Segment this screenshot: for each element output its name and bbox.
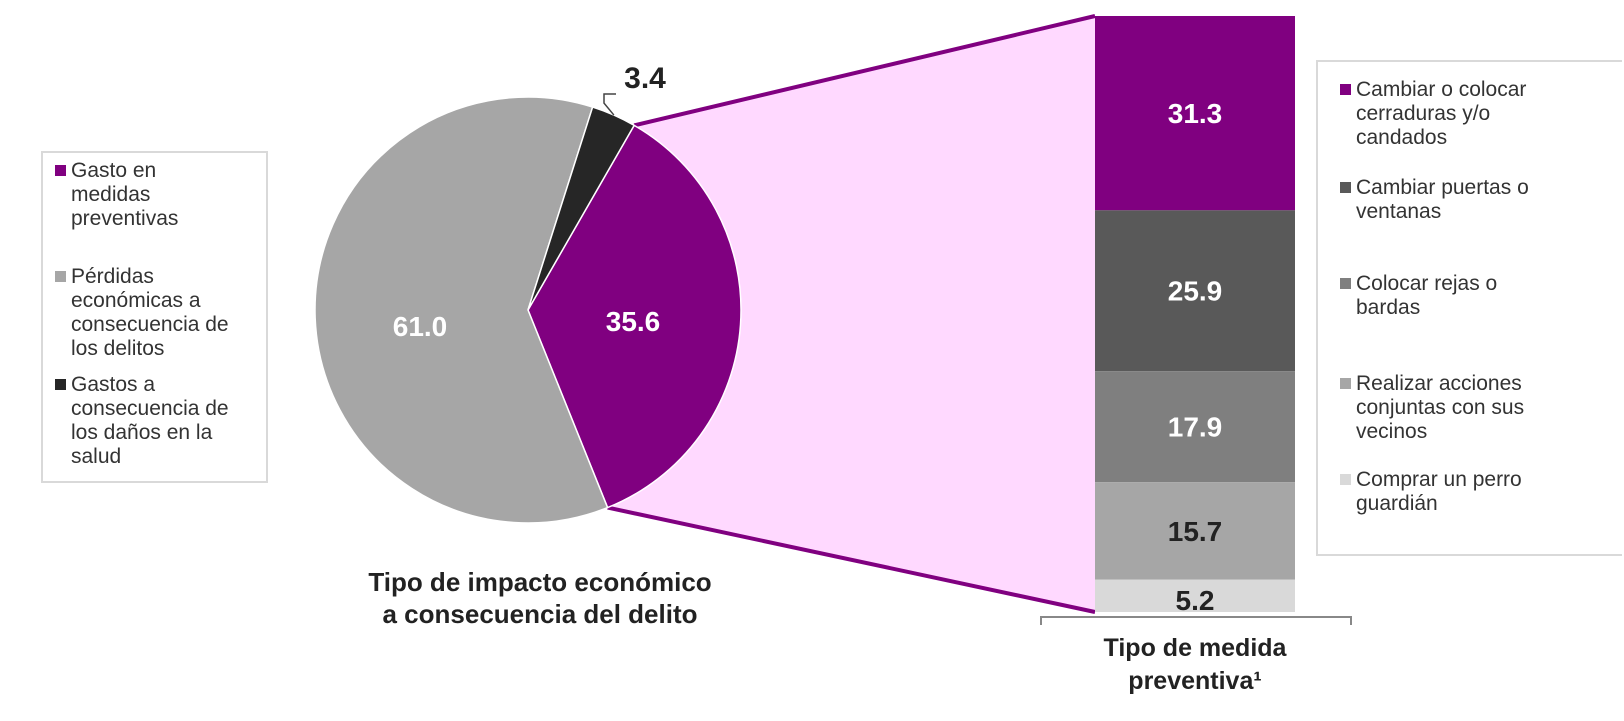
pie-legend-item: Gastos a consecuencia de los daños en la…: [55, 373, 229, 469]
bar-legend-item: Colocar rejas o bardas: [1340, 272, 1497, 320]
legend-label: Pérdidas: [71, 265, 154, 288]
legend-swatch: [1340, 182, 1351, 193]
legend-swatch: [1340, 378, 1351, 389]
legend-label: cerraduras y/o: [1356, 102, 1491, 125]
legend-label: Gasto en: [71, 159, 157, 182]
legend-label: conjuntas con sus: [1356, 396, 1525, 419]
pie-data-label: 61.0: [393, 311, 448, 342]
legend-label: Gastos a: [71, 373, 156, 396]
bar-segment: [1095, 371, 1295, 483]
bar-legend-item: Comprar un perro guardián: [1340, 468, 1522, 516]
bar-axis-title-line: Tipo de medida: [1103, 634, 1287, 662]
stacked-bar-chart: 31.3 25.9 17.9 15.7 5.2: [1095, 16, 1295, 616]
legend-label: los delitos: [71, 337, 165, 360]
legend-label: económicas a: [71, 289, 201, 312]
legend-label: Realizar acciones: [1356, 372, 1522, 395]
legend-swatch: [1340, 278, 1351, 289]
pie-data-label: 3.4: [624, 62, 666, 95]
legend-label: consecuencia de: [71, 313, 229, 336]
legend-swatch: [55, 165, 66, 176]
connector-layer: [607, 14, 1096, 614]
pie-slice: [527, 124, 742, 509]
legend-label: Comprar un perro: [1356, 468, 1522, 491]
legend-label: salud: [71, 445, 122, 468]
bar-data-label: 5.2: [1176, 585, 1215, 616]
pie-legend-item: Gasto en medidas preventivas: [55, 159, 178, 231]
pie-title-line: Tipo de impacto económico: [368, 567, 712, 597]
legend-swatch: [1340, 474, 1351, 485]
legend-label: vecinos: [1356, 420, 1428, 443]
legend-label: medidas: [71, 183, 151, 206]
bar-legend-item: Cambiar puertas o ventanas: [1340, 176, 1529, 224]
bar-axis-title: Tipo de medida preventiva¹: [1060, 632, 1330, 698]
bar-data-label: 17.9: [1168, 412, 1223, 443]
legend-label: consecuencia de: [71, 397, 229, 420]
bar-legend: Cambiar o colocar cerraduras y/o candado…: [1316, 60, 1622, 556]
connector-line-bottom: [607, 505, 1096, 614]
legend-swatch: [55, 271, 66, 282]
connector-line-top: [633, 14, 1096, 128]
legend-swatch: [1340, 84, 1351, 95]
legend-label: guardián: [1356, 492, 1438, 515]
bar-segment: [1095, 210, 1295, 372]
pie-title-line: a consecuencia del delito: [382, 599, 698, 629]
pie-chart: 35.6 61.0 3.4: [314, 62, 742, 524]
bar-segment: [1095, 579, 1295, 612]
legend-label: Cambiar puertas o: [1356, 176, 1529, 199]
bar-axis: [1040, 616, 1352, 625]
bar-segment: [1095, 482, 1295, 580]
bar-legend-item: Realizar acciones conjuntas con sus veci…: [1340, 372, 1524, 444]
pie-legend: Gasto en medidas preventivas Pérdidas ec…: [41, 151, 268, 483]
legend-label: preventivas: [71, 207, 179, 230]
legend-label: los daños en la: [71, 421, 213, 444]
bar-data-label: 25.9: [1168, 276, 1223, 307]
connector-area: [607, 16, 1095, 612]
pie-title: Tipo de impacto económico a consecuencia…: [300, 566, 780, 630]
pie-legend-item: Pérdidas económicas a consecuencia de lo…: [55, 265, 229, 361]
bar-axis-title-line: preventiva¹: [1128, 667, 1262, 695]
legend-label: candados: [1356, 126, 1448, 149]
bar-axis-line: [1040, 616, 1352, 625]
bar-segment: [1095, 16, 1295, 211]
legend-label: ventanas: [1356, 200, 1442, 223]
bar-legend-item: Cambiar o colocar cerraduras y/o candado…: [1340, 78, 1526, 150]
pie-leader-line: [603, 93, 616, 116]
bar-data-label: 15.7: [1168, 516, 1223, 547]
legend-swatch: [55, 379, 66, 390]
legend-label: bardas: [1356, 296, 1421, 319]
pie-slice: [314, 96, 609, 524]
legend-label: Cambiar o colocar: [1356, 78, 1527, 101]
pie-data-label: 35.6: [606, 306, 661, 337]
bar-data-label: 31.3: [1168, 98, 1223, 129]
legend-label: Colocar rejas o: [1356, 272, 1498, 295]
